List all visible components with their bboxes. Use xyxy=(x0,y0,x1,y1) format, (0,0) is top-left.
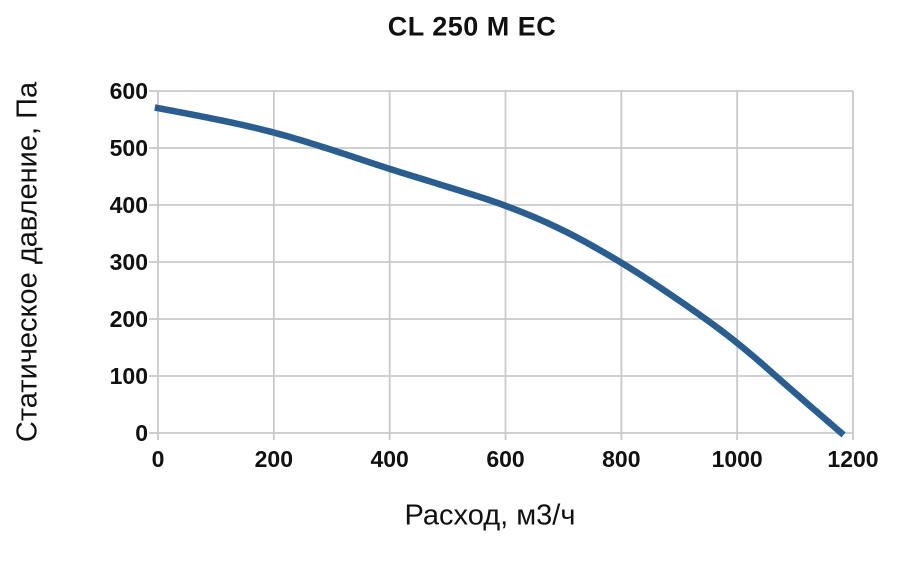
y-tick-label: 200 xyxy=(109,306,148,332)
fan-curve-line xyxy=(154,104,846,438)
y-tick-label: 100 xyxy=(109,363,148,389)
y-tick-label: 300 xyxy=(109,249,148,275)
x-tick-label: 400 xyxy=(370,446,409,472)
x-axis-title: Расход, м3/ч xyxy=(404,499,576,532)
y-tick-label: 500 xyxy=(109,135,148,161)
y-tick-label: 400 xyxy=(109,192,148,218)
x-tick-label: 200 xyxy=(254,446,294,472)
y-tick-label: 0 xyxy=(135,420,148,446)
x-tick-label: 600 xyxy=(486,446,525,472)
chart-title: CL 250 M EC xyxy=(387,11,557,42)
x-tick-label: 1000 xyxy=(711,446,763,472)
x-tick-label: 800 xyxy=(602,446,641,472)
y-tick-label: 600 xyxy=(109,78,148,104)
x-tick-label: 1200 xyxy=(827,446,879,472)
x-tick-label: 0 xyxy=(151,446,165,472)
